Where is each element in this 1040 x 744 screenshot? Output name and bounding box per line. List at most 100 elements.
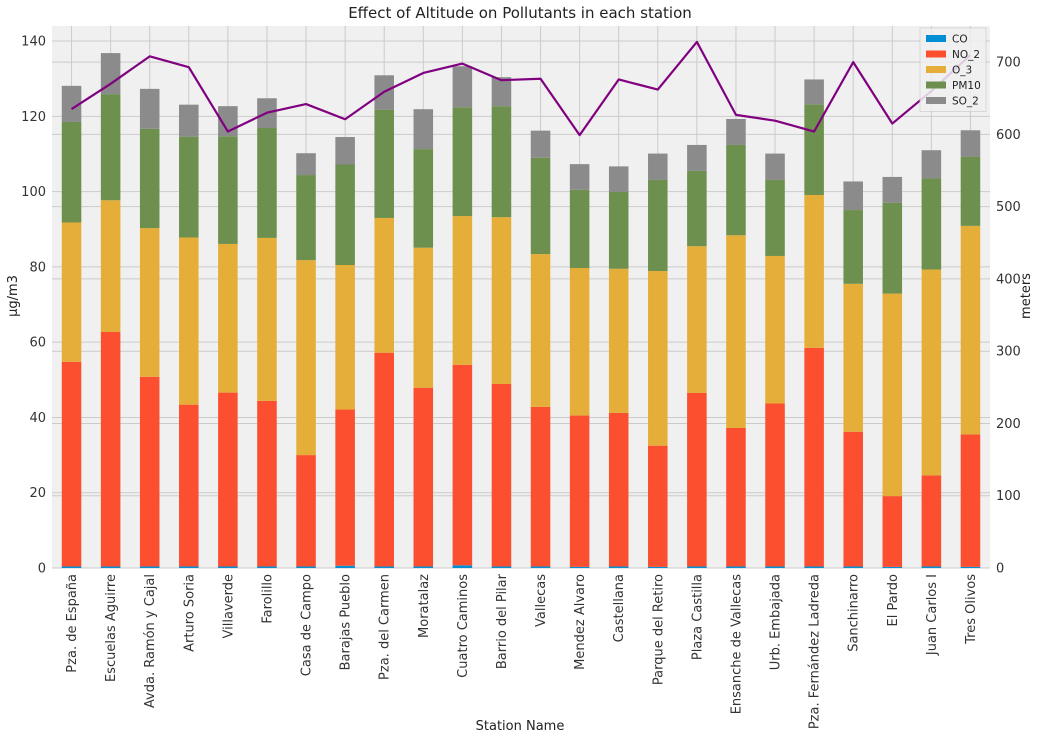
bar-so2 [413, 109, 434, 150]
bar-no2 [569, 415, 590, 567]
y-tick-label-right: 500 [996, 200, 1021, 215]
bar-pm10 [648, 179, 668, 272]
bar-co [335, 565, 355, 568]
y-tick-label-right: 400 [996, 272, 1021, 287]
bar-no2 [218, 392, 238, 567]
bar-o3 [257, 237, 277, 401]
bar-o3 [100, 200, 121, 333]
bar-so2 [452, 66, 473, 108]
bar-co [413, 566, 434, 568]
bar-no2 [921, 475, 942, 567]
bar-o3 [569, 268, 590, 416]
bar-no2 [452, 364, 473, 566]
bar-o3 [61, 222, 82, 362]
bar-pm10 [921, 178, 942, 270]
x-tick-label: El Pardo [886, 574, 901, 627]
x-tick-label: Cuatro Caminos [456, 574, 471, 678]
x-tick-label: Juan Carlos I [925, 574, 940, 656]
legend-swatch [926, 66, 946, 73]
legend-label: PM10 [952, 80, 981, 92]
bar-co [765, 566, 785, 568]
bar-no2 [687, 392, 707, 567]
bar-no2 [374, 352, 394, 567]
x-axis-label: Station Name [476, 719, 565, 734]
bar-co [100, 566, 121, 568]
y-tick-label-left: 140 [21, 35, 46, 50]
y-tick-label-left: 60 [29, 336, 46, 351]
bar-no2 [882, 496, 903, 567]
bar-so2 [139, 88, 160, 129]
bar-no2 [765, 403, 785, 567]
bar-pm10 [960, 156, 981, 226]
y-tick-label-right: 600 [996, 128, 1021, 143]
bar-o3 [374, 217, 394, 353]
bar-pm10 [726, 144, 746, 236]
y-tick-label-left: 40 [29, 411, 46, 426]
x-tick-label: Ensanche de Vallecas [729, 574, 744, 715]
bar-so2 [491, 77, 512, 107]
y-tick-label-left: 80 [29, 260, 46, 275]
bar-o3 [179, 237, 199, 405]
bar-co [804, 566, 824, 568]
bar-so2 [179, 104, 199, 137]
bar-pm10 [296, 175, 316, 261]
bar-o3 [726, 235, 746, 428]
bar-pm10 [179, 136, 199, 238]
bar-o3 [804, 194, 824, 348]
y-tick-label-right: 700 [996, 56, 1021, 71]
x-tick-label: Casa de Campo [300, 574, 315, 676]
bar-pm10 [882, 202, 903, 294]
y-tick-label-left: 20 [29, 486, 46, 501]
bar-pm10 [335, 164, 355, 266]
legend-label: NO_2 [952, 49, 980, 61]
legend-label: CO [952, 34, 968, 46]
x-tick-label: Farolillo [260, 574, 275, 624]
x-tick-label: Tres Olivos [964, 574, 979, 645]
bar-no2 [179, 404, 199, 567]
bar-co [491, 566, 512, 568]
x-tick-label: Escuelas Aguirre [104, 574, 119, 682]
bar-co [218, 566, 238, 568]
bar-so2 [608, 166, 629, 192]
bar-so2 [921, 150, 942, 179]
legend-swatch [926, 81, 946, 89]
x-tick-label: Castellana [612, 574, 627, 642]
bar-so2 [569, 164, 590, 190]
bar-no2 [726, 427, 746, 567]
bar-o3 [491, 217, 512, 384]
bar-so2 [61, 85, 82, 122]
bar-no2 [100, 332, 121, 567]
bar-co [452, 565, 473, 568]
bar-co [257, 566, 277, 568]
bar-so2 [765, 153, 785, 180]
bar-so2 [648, 153, 668, 180]
bar-pm10 [608, 191, 629, 269]
y-tick-label-right: 0 [996, 562, 1004, 577]
bar-pm10 [687, 170, 707, 247]
bar-co [687, 566, 707, 568]
bar-o3 [843, 283, 863, 432]
bar-o3 [648, 271, 668, 446]
x-tick-label: Barrio del Pilar [495, 573, 510, 669]
bar-co [296, 566, 316, 568]
bar-so2 [530, 130, 551, 158]
bar-pm10 [530, 157, 551, 255]
bar-pm10 [100, 94, 121, 201]
x-tick-labels: Pza. de España Escuelas Aguirre Avda. Ramó… [65, 573, 979, 729]
bar-o3 [335, 265, 355, 410]
bar-co [569, 566, 590, 568]
bar-no2 [139, 376, 160, 567]
x-tick-label: Villaverde [221, 574, 236, 638]
y-tick-label-left: 100 [21, 185, 46, 200]
bar-so2 [804, 79, 824, 105]
x-tick-label: Sanchinarro [847, 574, 862, 652]
x-tick-label: Plaza Castilla [690, 574, 705, 660]
y-tick-label-right: 200 [996, 417, 1021, 432]
bar-pm10 [765, 179, 785, 256]
legend-swatch [926, 50, 946, 58]
legend-swatch [926, 35, 946, 42]
bars [61, 53, 981, 568]
bar-so2 [726, 118, 746, 145]
bar-co [882, 566, 903, 568]
bar-so2 [843, 181, 863, 211]
